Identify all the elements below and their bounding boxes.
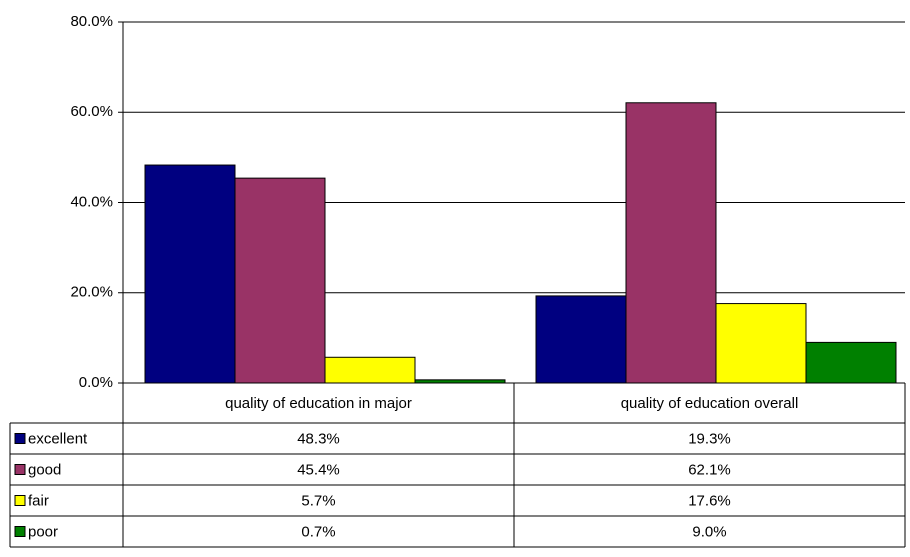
table-value: 45.4% [297,461,340,478]
legend-label: fair [28,492,49,509]
legend-label: excellent [28,430,88,447]
table-value: 17.6% [688,492,731,509]
table-value: 5.7% [301,492,335,509]
y-tick-label: 60.0% [70,103,113,120]
y-tick-label: 80.0% [70,13,113,30]
legend-key [14,495,26,506]
legend-key [14,464,26,475]
category-label: quality of education in major [225,395,412,412]
bar [324,356,416,384]
bar [535,295,627,384]
table-value: 48.3% [297,430,340,447]
y-tick-label: 0.0% [79,374,113,391]
bar [805,341,897,384]
y-tick-label: 40.0% [70,193,113,210]
table-value: 19.3% [688,430,731,447]
table-value: 9.0% [692,523,726,540]
bar [715,303,807,384]
legend-key [14,526,26,537]
bar [234,177,326,384]
table-value: 0.7% [301,523,335,540]
y-tick-label: 20.0% [70,284,113,301]
bar [625,102,717,384]
bar [414,379,506,384]
category-label: quality of education overall [621,395,799,412]
bar [144,164,236,384]
table-value: 62.1% [688,461,731,478]
legend-key [14,433,26,444]
legend-label: poor [28,523,58,540]
legend-label: good [28,461,61,478]
